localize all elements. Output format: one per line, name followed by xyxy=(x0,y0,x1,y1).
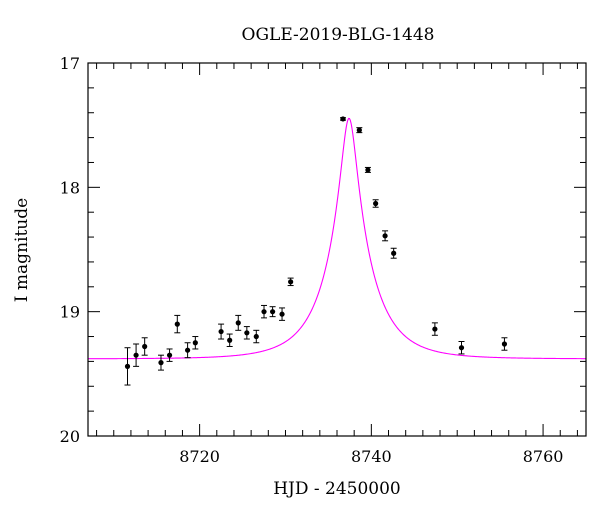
point-marker xyxy=(391,250,397,256)
model-curve xyxy=(87,117,587,360)
data-points xyxy=(124,116,508,386)
point-marker xyxy=(382,233,388,239)
point-marker xyxy=(279,311,285,317)
data-point xyxy=(235,314,242,331)
point-marker xyxy=(142,343,148,350)
data-point xyxy=(174,314,181,334)
point-marker xyxy=(124,363,131,369)
y-tick-label: 18 xyxy=(60,178,80,197)
point-marker xyxy=(373,200,379,207)
data-point xyxy=(166,348,173,362)
point-marker xyxy=(166,352,173,358)
tick-labels: 8720 8740 8760 17 18 19 20 xyxy=(60,54,564,466)
data-point xyxy=(390,247,397,259)
point-marker xyxy=(365,167,371,173)
data-point xyxy=(372,199,379,208)
data-point xyxy=(279,307,286,321)
point-marker xyxy=(288,279,294,285)
point-marker xyxy=(185,347,191,353)
y-tick-label: 19 xyxy=(60,303,80,322)
plot-frame xyxy=(87,62,587,437)
data-point xyxy=(192,336,199,350)
data-point xyxy=(269,306,276,318)
data-point xyxy=(364,166,371,173)
point-marker xyxy=(227,337,233,343)
point-marker xyxy=(458,345,465,351)
data-point xyxy=(157,354,164,371)
chart-title: OGLE-2019-BLG-1448 xyxy=(242,25,435,45)
y-axis-label: I magnitude xyxy=(12,198,32,302)
data-point xyxy=(141,337,148,356)
point-marker xyxy=(432,326,438,332)
point-marker xyxy=(158,360,164,366)
y-tick-label: 17 xyxy=(60,54,80,73)
model-curve-layer xyxy=(87,117,587,360)
point-marker xyxy=(261,309,267,315)
point-marker xyxy=(235,320,241,326)
point-marker xyxy=(244,330,250,336)
data-point xyxy=(261,304,268,319)
point-marker xyxy=(501,341,508,347)
data-point xyxy=(133,343,140,367)
point-marker xyxy=(340,116,346,122)
point-marker xyxy=(356,127,362,133)
data-point xyxy=(356,127,363,134)
data-point xyxy=(218,323,225,340)
point-marker xyxy=(218,328,224,335)
data-point xyxy=(340,116,347,122)
data-point xyxy=(226,333,233,347)
data-point xyxy=(184,342,191,359)
data-point xyxy=(124,347,131,386)
x-tick-label: 8740 xyxy=(351,447,392,466)
x-axis-label: HJD - 2450000 xyxy=(273,479,401,499)
data-point xyxy=(287,277,294,287)
data-point xyxy=(382,230,389,242)
data-point xyxy=(253,329,260,344)
x-tick-label: 8720 xyxy=(179,447,220,466)
data-point xyxy=(243,326,250,340)
data-point xyxy=(431,322,438,336)
point-marker xyxy=(174,321,180,327)
x-tick-label: 8760 xyxy=(523,447,564,466)
y-tick-label: 20 xyxy=(60,427,80,446)
point-marker xyxy=(192,340,198,346)
data-point xyxy=(458,341,465,355)
axis-ticks xyxy=(88,62,586,437)
point-marker xyxy=(270,309,276,315)
point-marker xyxy=(253,333,259,340)
data-point xyxy=(501,337,508,351)
point-marker xyxy=(133,352,139,358)
